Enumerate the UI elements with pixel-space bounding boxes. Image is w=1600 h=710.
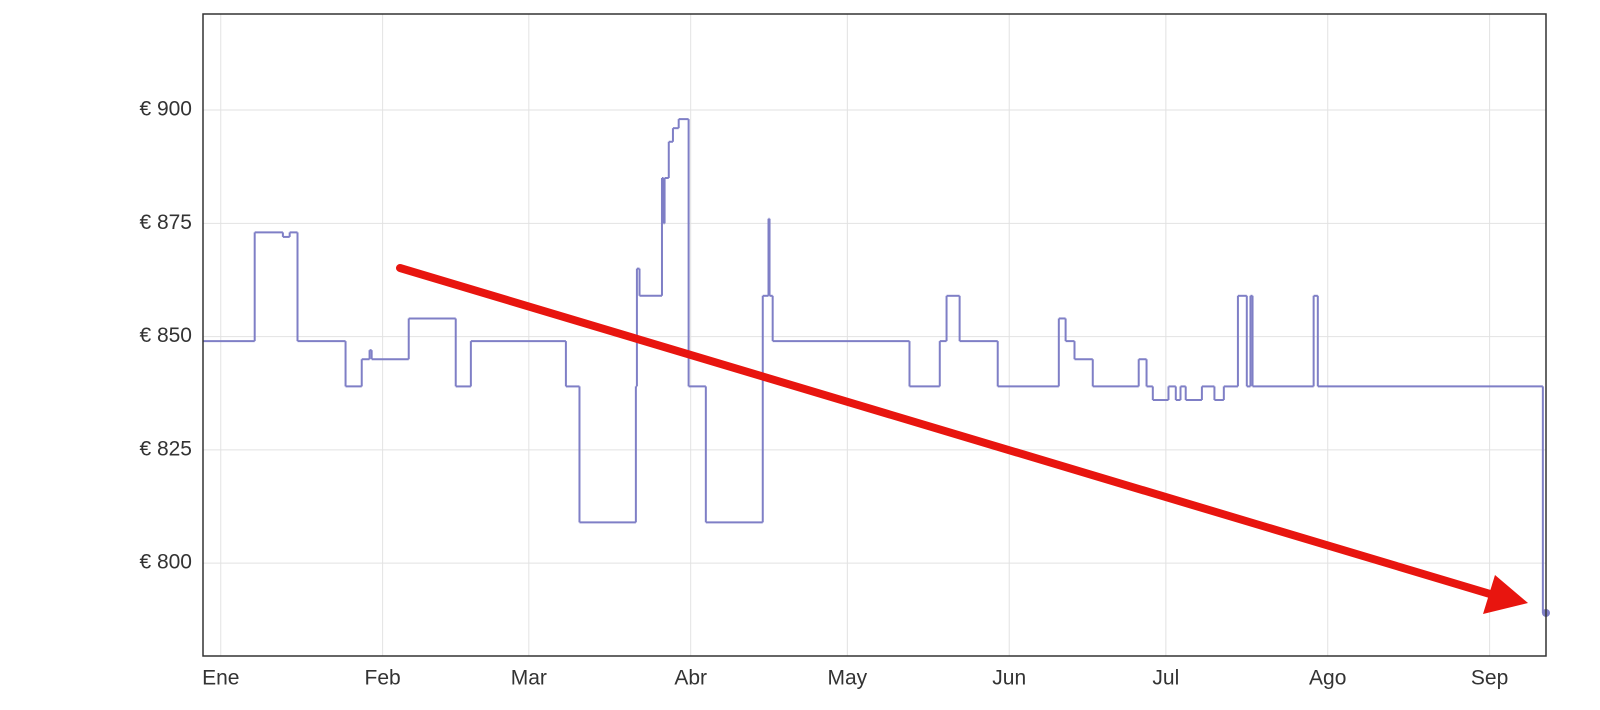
x-tick-label: Sep — [1471, 667, 1508, 690]
x-tick-label: Ago — [1309, 667, 1346, 690]
x-tick-label: Jun — [992, 667, 1026, 690]
x-tick-label: Feb — [365, 667, 401, 690]
arrow-shaft — [396, 264, 1494, 598]
y-tick-label: € 850 — [139, 324, 192, 347]
x-tick-label: May — [828, 667, 868, 690]
y-tick-label: € 900 — [139, 98, 192, 121]
x-tick-label: Ene — [202, 667, 239, 690]
arrow-head — [1483, 575, 1528, 614]
plot-border — [202, 13, 1547, 657]
x-tick-label: Mar — [511, 667, 547, 690]
x-tick-label: Jul — [1152, 667, 1179, 690]
grid — [203, 14, 1546, 656]
y-tick-label: € 825 — [139, 437, 192, 460]
y-tick-label: € 875 — [139, 211, 192, 234]
x-tick-label: Abr — [674, 667, 707, 690]
y-tick-label: € 800 — [139, 551, 192, 574]
plot — [203, 118, 1550, 617]
trend-arrow — [396, 264, 1528, 614]
